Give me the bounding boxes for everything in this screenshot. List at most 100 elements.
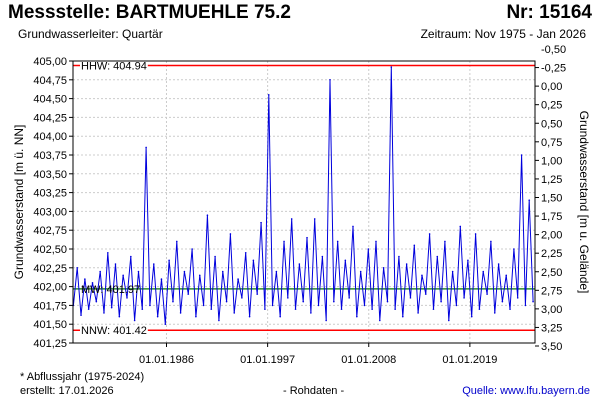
data-point xyxy=(520,154,523,156)
data-point xyxy=(241,297,243,299)
y-tick-label-right: 1,50 xyxy=(541,193,562,205)
data-point xyxy=(279,315,281,318)
data-point xyxy=(486,293,488,295)
data-point xyxy=(118,315,121,318)
y-tick-label-right: 0,75 xyxy=(541,137,562,149)
source-link[interactable]: www.lfu.bayern.de xyxy=(500,385,590,397)
data-point xyxy=(470,315,473,318)
reference-label-bg xyxy=(80,325,148,338)
data-point xyxy=(256,293,259,295)
data-point xyxy=(114,263,117,265)
data-point xyxy=(156,315,159,318)
data-point xyxy=(310,312,312,314)
data-point xyxy=(474,233,477,235)
data-point xyxy=(168,259,170,262)
data-point xyxy=(325,319,327,322)
data-point xyxy=(107,251,109,254)
y-tick-label-left: 403,75 xyxy=(33,150,67,162)
data-point xyxy=(386,300,389,303)
y-tick-label-right: 1,75 xyxy=(541,211,562,223)
data-point xyxy=(371,308,373,310)
station-number: Nr: 15164 xyxy=(506,2,592,23)
reference-label-hhw: HHW: 404.94 xyxy=(81,61,147,73)
y-tick-label-left: 404,25 xyxy=(33,112,67,124)
data-point xyxy=(198,274,201,277)
y-tick-label-left: 405,00 xyxy=(33,56,67,68)
data-point xyxy=(225,300,228,303)
data-point xyxy=(271,304,274,307)
data-point xyxy=(333,300,335,303)
created-date: erstellt: 17.01.2026 xyxy=(20,385,114,397)
data-point xyxy=(455,304,458,307)
data-point xyxy=(394,308,396,310)
y-tick-label-left: 404,00 xyxy=(33,131,67,143)
chart-title: Messstelle: BARTMUEHLE 75.2 xyxy=(8,2,291,23)
y-tick-label-right: 0,25 xyxy=(541,100,562,112)
data-point xyxy=(424,293,427,295)
data-point xyxy=(133,319,136,322)
data-point xyxy=(237,278,239,280)
data-point xyxy=(221,270,224,273)
data-point xyxy=(447,319,450,322)
data-point xyxy=(490,240,492,243)
data-point xyxy=(191,248,193,250)
data-point xyxy=(413,244,416,247)
y-tick-label-left: 404,50 xyxy=(33,94,67,106)
data-point xyxy=(179,312,182,314)
data-point xyxy=(229,233,232,235)
y-tick-label-left: 401,50 xyxy=(33,319,67,331)
data-point xyxy=(451,270,454,273)
data-point xyxy=(195,315,197,318)
data-point xyxy=(95,300,98,303)
data-point xyxy=(375,240,377,243)
y-tick-label-right: 0,00 xyxy=(541,81,562,93)
data-point xyxy=(363,304,366,307)
data-point xyxy=(493,312,496,314)
data-point xyxy=(183,270,186,273)
reference-label-bg xyxy=(80,60,148,73)
data-point xyxy=(294,308,297,310)
data-point xyxy=(478,308,481,310)
data-point xyxy=(497,263,500,265)
data-point xyxy=(287,297,289,299)
period-label: Zeitraum: Nov 1975 - Jan 2026 xyxy=(420,27,586,41)
source-credit: Quelle: www.lfu.bayern.de xyxy=(462,385,590,397)
data-point xyxy=(130,255,132,258)
data-point xyxy=(252,259,255,262)
data-point xyxy=(409,297,412,299)
y-tick-label-left: 402,25 xyxy=(33,263,67,275)
groundwater-level-line xyxy=(72,66,534,325)
data-point xyxy=(417,312,419,314)
data-point xyxy=(344,259,347,262)
data-point xyxy=(359,270,362,273)
y-tick-label-right: 2,50 xyxy=(541,267,562,279)
data-point xyxy=(378,319,381,322)
data-point xyxy=(306,236,308,239)
data-point xyxy=(463,297,465,299)
data-point xyxy=(149,304,151,307)
data-point xyxy=(356,315,358,318)
data-point xyxy=(513,248,515,250)
data-point xyxy=(298,263,301,265)
reference-label-nnw: NNW: 401.42 xyxy=(81,325,147,337)
data-point xyxy=(340,308,343,310)
y-axis-label-left: Grundwasserstand [m ü. NN] xyxy=(12,125,26,280)
data-point xyxy=(302,300,305,303)
data-point xyxy=(145,146,147,149)
data-point xyxy=(76,267,78,269)
data-point xyxy=(248,315,251,318)
data-point xyxy=(352,225,354,228)
data-point xyxy=(153,263,155,265)
data-point xyxy=(99,270,101,273)
y-tick-label-right: 0,50 xyxy=(541,118,562,130)
y-tick-label-right: 2,25 xyxy=(541,248,562,260)
data-point xyxy=(421,274,423,277)
data-point xyxy=(84,278,86,280)
data-point xyxy=(290,218,293,220)
y-tick-label-left: 404,75 xyxy=(33,75,67,87)
data-point xyxy=(382,267,385,269)
data-point xyxy=(436,255,439,258)
data-point xyxy=(505,274,508,277)
y-tick-label-right: -0,50 xyxy=(541,44,566,56)
y-tick-label-left: 402,00 xyxy=(33,282,67,294)
